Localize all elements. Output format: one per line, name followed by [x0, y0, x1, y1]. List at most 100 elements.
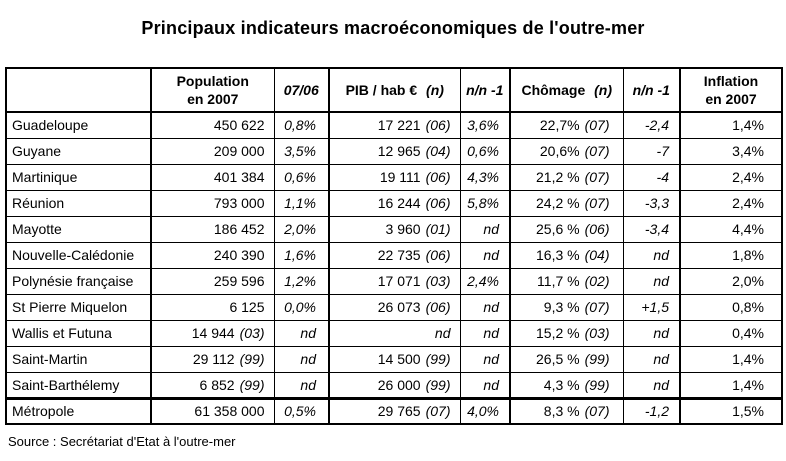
gdp-per-capita-cell: 3 960 (01) [328, 215, 461, 243]
header-unemployment-label: Chômage [521, 82, 586, 98]
population-growth-cell: 0,5% [273, 396, 330, 425]
page-title: Principaux indicateurs macroéconomiques … [141, 18, 645, 38]
unemployment-cell: 4,3 % (99) [509, 371, 624, 399]
cell-value: 16,3 % [536, 247, 580, 263]
cell-value: 12 965 [377, 143, 421, 159]
unemployment-cell: 22,7% (07) [509, 111, 624, 139]
unemployment-cell: 25,6 % (06) [509, 215, 624, 243]
table-row: Mayotte 186 452 2,0% 3 960 (01) nd 25,6 % (06) -… [5, 215, 783, 243]
inflation-cell: 1,4% [679, 371, 783, 399]
header-population-line1: Population [176, 73, 249, 89]
cell-value: 3 960 [385, 221, 421, 237]
cell-value: 26 073 [377, 299, 421, 315]
unemployment-growth-cell: -2,4 [622, 111, 681, 139]
unemployment-growth-cell: -3,3 [622, 189, 681, 217]
cell-value: 22,7% [539, 117, 580, 134]
unemployment-cell: 9,3 % (07) [509, 293, 624, 321]
cell-value: 25,6 % [536, 221, 580, 237]
header-gdp-per-capita: PIB / hab € (n) [328, 67, 461, 113]
cell-value: 8,3 % [543, 403, 580, 420]
cell-value: 22 735 [377, 247, 421, 263]
region-name-cell: Martinique [5, 163, 152, 191]
region-name-cell: Saint-Martin [5, 345, 152, 373]
table-row: Saint-Martin 29 112 (99) nd 14 500 (99) nd 26,5… [5, 345, 783, 373]
gdp-per-capita-cell: 17 071 (03) [328, 267, 461, 295]
table-row: Guadeloupe 450 622 0,8% 17 221 (06) 3,6% 22,7%… [5, 111, 783, 139]
cell-note: (99) [425, 376, 451, 393]
inflation-cell: 1,8% [679, 241, 783, 269]
cell-value: 16 244 [377, 195, 421, 211]
cell-value: 240 390 [213, 247, 265, 263]
unemployment-cell: 16,3 % (04) [509, 241, 624, 269]
population-growth-cell: 1,1% [273, 189, 330, 217]
table-row: Nouvelle-Calédonie 240 390 1,6% 22 735 (06) n… [5, 241, 783, 269]
region-name-cell: St Pierre Miquelon [5, 293, 152, 321]
cell-note: (99) [425, 351, 451, 367]
table-row: Guyane 209 000 3,5% 12 965 (04) 0,6% 20,6% (07)… [5, 137, 783, 165]
gdp-per-capita-cell: 29 765 (07) [328, 396, 461, 425]
gdp-growth-cell: 4,3% [459, 163, 511, 191]
cell-note: (07) [584, 143, 610, 159]
cell-value: 15,2 % [536, 325, 580, 341]
cell-value: 209 000 [213, 143, 265, 159]
cell-value: 21,2 % [536, 169, 580, 185]
population-growth-cell: nd [273, 345, 330, 373]
cell-note: (06) [425, 117, 451, 134]
unemployment-growth-cell: nd [622, 241, 681, 269]
table-row: St Pierre Miquelon 6 125 0,0% 26 073 (06) nd 9… [5, 293, 783, 321]
gdp-growth-cell: 4,0% [459, 396, 511, 425]
cell-value: 6 852 [199, 376, 235, 393]
unemployment-growth-cell: nd [622, 267, 681, 295]
unemployment-growth-cell: -3,4 [622, 215, 681, 243]
cell-value: 9,3 % [543, 299, 580, 315]
population-cell: 186 452 [150, 215, 275, 243]
cell-note: (06) [425, 195, 451, 211]
cell-note: (99) [584, 351, 610, 367]
cell-value: 20,6% [539, 143, 580, 159]
cell-note: (01) [425, 221, 451, 237]
cell-note: (07) [584, 403, 610, 420]
gdp-growth-cell: 2,4% [459, 267, 511, 295]
header-population-growth: 07/06 [273, 67, 330, 113]
cell-note: (04) [425, 143, 451, 159]
header-unemployment-growth: n/n -1 [622, 67, 681, 113]
gdp-growth-cell: nd [459, 319, 511, 347]
gdp-per-capita-cell: 19 111 (06) [328, 163, 461, 191]
cell-value: 401 384 [213, 169, 265, 185]
header-inflation-line2: en 2007 [705, 91, 757, 107]
table-row: Martinique 401 384 0,6% 19 111 (06) 4,3% 21,2 … [5, 163, 783, 191]
header-population-line2: en 2007 [187, 91, 239, 107]
gdp-growth-cell: nd [459, 371, 511, 399]
cell-value: 24,2 % [536, 195, 580, 211]
header-row: Population en 2007 07/06 PIB / hab € (n)… [5, 67, 783, 113]
gdp-per-capita-cell: 17 221 (06) [328, 111, 461, 139]
population-cell: 450 622 [150, 111, 275, 139]
gdp-growth-cell: nd [459, 215, 511, 243]
cell-value: 29 765 [377, 403, 421, 420]
cell-value: 186 452 [213, 221, 265, 237]
header-population: Population en 2007 [150, 67, 275, 113]
cell-value: 17 071 [377, 273, 421, 289]
header-inflation-line1: Inflation [703, 73, 759, 89]
region-name-cell: Polynésie française [5, 267, 152, 295]
cell-note: (03) [239, 325, 265, 341]
population-growth-cell: 1,6% [273, 241, 330, 269]
population-cell: 29 112 (99) [150, 345, 275, 373]
population-growth-cell: nd [273, 319, 330, 347]
population-cell: 14 944 (03) [150, 319, 275, 347]
unemployment-cell: 21,2 % (07) [509, 163, 624, 191]
cell-value: 17 221 [377, 117, 421, 134]
inflation-cell: 1,4% [679, 345, 783, 373]
population-growth-cell: nd [273, 371, 330, 399]
cell-note: (06) [425, 247, 451, 263]
cell-value: 793 000 [213, 195, 265, 211]
inflation-cell: 2,0% [679, 267, 783, 295]
region-name-cell: Wallis et Futuna [5, 319, 152, 347]
inflation-cell: 0,8% [679, 293, 783, 321]
indicators-table: Population en 2007 07/06 PIB / hab € (n)… [5, 67, 783, 425]
population-cell: 793 000 [150, 189, 275, 217]
gdp-per-capita-cell: 14 500 (99) [328, 345, 461, 373]
gdp-per-capita-cell: 26 073 (06) [328, 293, 461, 321]
cell-value: nd [434, 325, 451, 341]
population-cell: 6 852 (99) [150, 371, 275, 399]
